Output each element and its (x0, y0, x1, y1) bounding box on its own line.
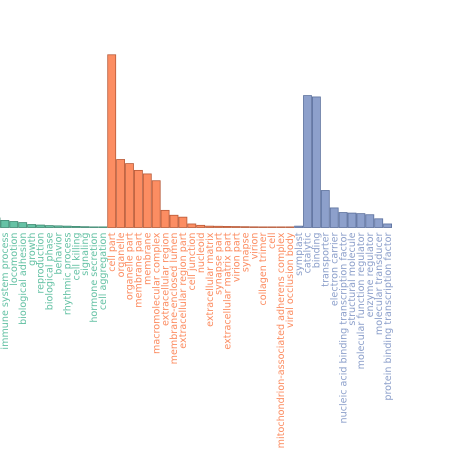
tick-label-1-13: extracellular matrix part (223, 232, 234, 349)
tick-label-0-12: cell aggregation (98, 233, 109, 311)
tick-label-2-10: protein binding transcription factor (383, 232, 394, 400)
tick-label-0-0: ... (0, 233, 2, 242)
bar-1-17 (258, 226, 268, 228)
bar-1-10 (196, 224, 206, 228)
bar-0-4 (27, 224, 37, 228)
tick-label-2-6: structural molecule (347, 232, 358, 325)
tick-label-0-1: immune system process (0, 233, 11, 350)
tick-label-1-8: extracellular region part (178, 232, 189, 348)
tick-label-0-2: locomotion (9, 233, 20, 286)
tick-label-1-17: collagen trimer (258, 232, 269, 305)
tick-label-2-2: binding (312, 233, 323, 269)
bar-1-18 (267, 226, 277, 228)
bar-2-10 (383, 223, 393, 228)
tick-label-1-7: membrane-enclosed lumen (169, 233, 180, 365)
bars-layer (0, 54, 393, 228)
tick-label-1-9: cell junction (187, 233, 198, 291)
bar-0-8 (62, 225, 72, 228)
tick-label-0-7: behavior (54, 232, 65, 274)
bar-2-7 (356, 213, 366, 228)
tick-label-2-4: electron carrier (329, 232, 340, 306)
bar-1-2 (125, 163, 134, 228)
tick-label-0-4: growth (27, 233, 38, 266)
tick-label-2-5: nucleic acid binding transcription facto… (338, 232, 349, 423)
tick-label-0-5: reproduction (36, 233, 47, 294)
bar-0-9 (71, 226, 81, 228)
tick-label-1-3: membrane part (134, 232, 145, 307)
tick-label-1-19: mitochondrion-associated adherens comple… (276, 232, 287, 448)
bar-2-6 (347, 212, 357, 228)
bar-1-4 (142, 173, 152, 228)
tick-label-2-7: molecular function regulator (356, 232, 367, 369)
tick-label-1-16: virion (249, 233, 260, 260)
tick-label-0-6: biological phase (45, 232, 56, 310)
tick-label-1-15: synapse (240, 232, 251, 272)
tick-label-0-3: biological adhesion (18, 233, 29, 325)
bar-0-3 (18, 222, 28, 228)
tick-label-1-20: viral occlusion body (285, 232, 296, 328)
tick-label-0-11: hormone secretion (89, 233, 100, 323)
bar-1-3 (133, 169, 143, 228)
tick-label-2-0: symplast (294, 232, 305, 276)
bar-2-4 (329, 207, 339, 228)
tick-label-1-12: synapse part (214, 232, 225, 295)
tick-label-2-3: transporter (321, 232, 332, 286)
tick-label-2-1: catalytic (303, 233, 314, 274)
tick-label-1-6: extracellular region (160, 232, 171, 325)
bar-2-1 (303, 95, 312, 228)
bar-1-12 (214, 225, 223, 228)
bar-2-3 (320, 190, 330, 228)
bar-0-12 (98, 226, 108, 228)
bar-1-19 (276, 226, 286, 228)
bar-0-1 (0, 220, 10, 228)
bar-2-8 (365, 214, 375, 228)
bar-1-1 (116, 159, 125, 228)
bar-1-0 (107, 54, 117, 228)
tick-label-1-1: organelle (116, 232, 127, 277)
tick-label-2-8: enzyme regulator (365, 232, 376, 317)
bar-0-5 (36, 224, 45, 228)
bar-0-2 (9, 221, 19, 228)
tick-label-1-11: extracellular matrix (205, 232, 216, 327)
tick-label-0-9: cell killing (71, 233, 82, 281)
bar-1-8 (178, 216, 188, 228)
bar-1-9 (187, 223, 197, 228)
tick-label-1-2: organelle part (125, 232, 136, 300)
bar-0-7 (53, 225, 63, 228)
bar-2-5 (338, 212, 348, 228)
bar-1-14 (231, 226, 241, 228)
tick-label-1-18: cell (267, 233, 278, 250)
bar-0-10 (80, 226, 90, 228)
tick-labels-layer: ...immune system processlocomotionbiolog… (0, 232, 394, 448)
bar-1-20 (285, 226, 295, 228)
bar-0-6 (45, 225, 54, 228)
bar-0-11 (89, 226, 99, 228)
bar-2-9 (374, 218, 384, 228)
tick-label-1-0: cell part (107, 232, 118, 271)
bar-1-13 (222, 226, 232, 228)
tick-label-1-10: nucleoid (196, 233, 207, 274)
bar-1-11 (205, 225, 215, 228)
bar-1-15 (240, 226, 250, 228)
bar-2-0 (294, 225, 304, 228)
tick-label-2-9: molecular transducer (374, 232, 385, 335)
tick-label-0-10: signaling (80, 233, 91, 276)
tick-label-1-14: virion part (232, 232, 243, 282)
bar-1-6 (160, 209, 170, 228)
bar-1-5 (151, 180, 161, 228)
bar-1-7 (169, 214, 179, 228)
bar-1-16 (249, 226, 259, 228)
tick-label-0-8: rhythmic process (62, 232, 73, 315)
bar-2-2 (311, 96, 321, 228)
tick-label-1-4: membrane (143, 232, 154, 285)
tick-label-1-5: macromolecular complex (151, 232, 162, 354)
